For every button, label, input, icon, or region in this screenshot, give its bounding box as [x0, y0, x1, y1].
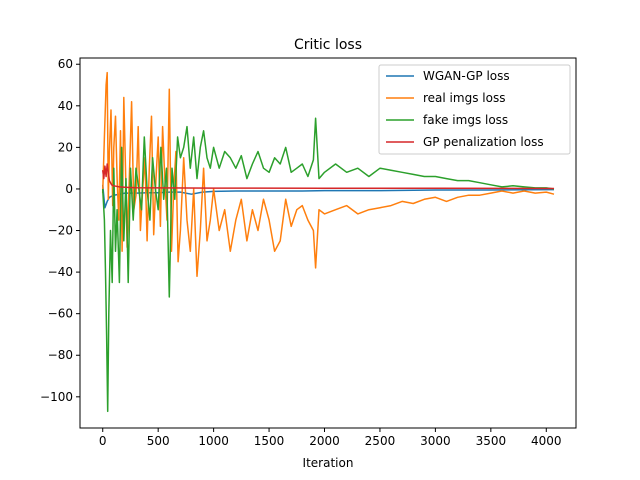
x-tick-label: 3500 — [476, 434, 507, 448]
y-tick-label: −100 — [40, 390, 73, 404]
y-tick-label: −60 — [48, 307, 73, 321]
x-tick-label: 0 — [99, 434, 107, 448]
x-tick-label: 1000 — [198, 434, 229, 448]
plot-frame — [79, 57, 577, 429]
x-tick-label: 500 — [147, 434, 170, 448]
chart-title: Critic loss — [294, 37, 362, 53]
y-tick-label: −40 — [48, 265, 73, 279]
x-axis-label: Iteration — [303, 456, 354, 470]
y-tick-label: 40 — [58, 99, 73, 113]
legend: WGAN-GP loss real imgs loss fake imgs loss… — [378, 64, 571, 155]
y-axis: −100 −80 −60 −40 −20 0 20 40 60 — [40, 57, 80, 404]
x-tick-label: 2500 — [365, 434, 396, 448]
series-line-3 — [101, 163, 555, 190]
legend-label: fake imgs loss — [423, 113, 508, 127]
legend-box — [378, 64, 571, 155]
y-tick-label: −80 — [48, 348, 73, 362]
legend-label: real imgs loss — [423, 91, 505, 105]
x-tick-label: 3000 — [420, 434, 451, 448]
plot-lines — [101, 71, 555, 413]
x-axis: 0 500 1000 1500 2000 2500 3000 3500 4000 — [99, 428, 562, 448]
legend-items: WGAN-GP loss real imgs loss fake imgs loss… — [386, 69, 544, 149]
y-tick-label: 0 — [65, 182, 73, 196]
x-tick-label: 4000 — [531, 434, 562, 448]
legend-label: GP penalization loss — [423, 135, 544, 149]
y-tick-label: 20 — [58, 140, 73, 154]
x-tick-label: 1500 — [254, 434, 285, 448]
series-line-2 — [101, 117, 555, 413]
x-tick-label: 2000 — [309, 434, 340, 448]
y-tick-label: 60 — [58, 57, 73, 71]
legend-label: WGAN-GP loss — [423, 69, 510, 83]
y-tick-label: −20 — [48, 224, 73, 238]
